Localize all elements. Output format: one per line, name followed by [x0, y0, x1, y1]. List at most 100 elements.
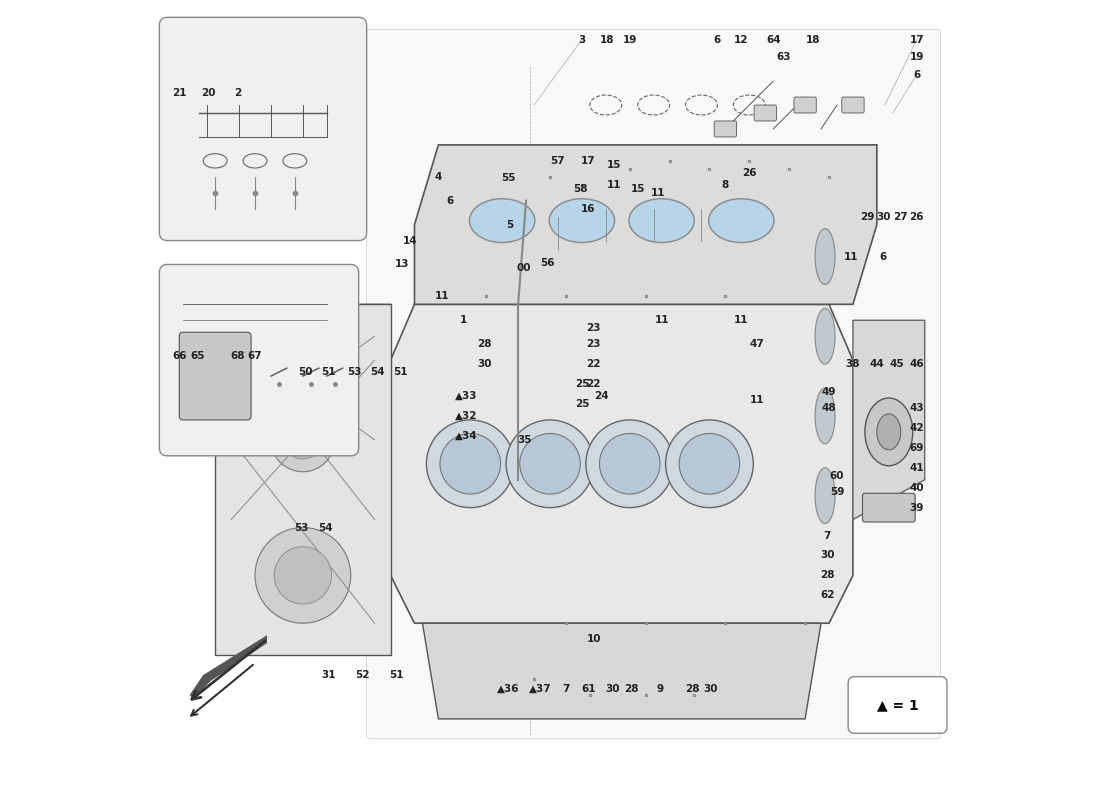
Text: 39: 39: [910, 502, 924, 513]
Text: 9: 9: [657, 683, 663, 694]
Text: 16: 16: [581, 204, 595, 214]
Text: 11: 11: [650, 188, 664, 198]
Polygon shape: [216, 304, 390, 655]
Polygon shape: [311, 304, 390, 655]
FancyBboxPatch shape: [842, 97, 865, 113]
Text: 28: 28: [477, 339, 492, 349]
Text: 28: 28: [821, 570, 835, 580]
FancyBboxPatch shape: [160, 18, 366, 241]
Text: 53: 53: [348, 367, 362, 377]
Text: 35: 35: [517, 435, 531, 445]
FancyBboxPatch shape: [714, 121, 737, 137]
Text: 30: 30: [605, 683, 619, 694]
Text: 51: 51: [389, 670, 404, 680]
FancyBboxPatch shape: [160, 265, 359, 456]
FancyBboxPatch shape: [366, 30, 940, 739]
Circle shape: [586, 420, 673, 508]
Text: 2: 2: [234, 88, 241, 98]
Text: ▲32: ▲32: [455, 411, 477, 421]
Text: 30: 30: [704, 683, 718, 694]
Text: 22: 22: [586, 359, 601, 369]
Text: 23: 23: [586, 339, 601, 349]
Text: 67: 67: [248, 351, 262, 361]
Ellipse shape: [815, 468, 835, 523]
Ellipse shape: [815, 229, 835, 285]
Text: 15: 15: [606, 160, 621, 170]
Circle shape: [679, 434, 739, 494]
Text: 24: 24: [594, 391, 609, 401]
Text: 63: 63: [777, 52, 791, 62]
Text: 8: 8: [722, 180, 729, 190]
Text: 00: 00: [516, 263, 531, 274]
Text: 29: 29: [860, 212, 875, 222]
Text: 68: 68: [230, 351, 244, 361]
Text: 5: 5: [506, 220, 514, 230]
Text: 10: 10: [586, 634, 601, 644]
Text: 22: 22: [586, 379, 601, 389]
Text: 57: 57: [551, 156, 565, 166]
Text: 47: 47: [750, 339, 764, 349]
Text: 30: 30: [876, 212, 891, 222]
Text: 49: 49: [822, 387, 836, 397]
Text: 53: 53: [294, 522, 308, 533]
Text: 30: 30: [821, 550, 835, 561]
Text: 11: 11: [734, 315, 749, 326]
Text: 1: 1: [460, 315, 467, 326]
Text: 54: 54: [370, 367, 384, 377]
Text: ▲ = 1: ▲ = 1: [877, 698, 918, 712]
Ellipse shape: [629, 198, 694, 242]
Text: 6: 6: [913, 70, 921, 80]
Text: 59: 59: [829, 486, 844, 497]
Text: 17: 17: [581, 156, 595, 166]
Text: 55: 55: [502, 174, 516, 183]
Circle shape: [271, 408, 334, 472]
Text: 27: 27: [893, 212, 909, 222]
Circle shape: [284, 421, 322, 459]
Ellipse shape: [815, 388, 835, 444]
Ellipse shape: [865, 398, 913, 466]
Text: 18: 18: [806, 34, 821, 45]
Text: 62: 62: [821, 590, 835, 600]
Text: 58: 58: [573, 184, 587, 194]
Text: 21: 21: [172, 88, 187, 98]
Text: 7: 7: [824, 530, 832, 541]
Polygon shape: [852, 320, 925, 519]
Text: 56: 56: [540, 258, 554, 268]
Text: a partsdiagram.com: a partsdiagram.com: [387, 378, 713, 550]
FancyBboxPatch shape: [862, 494, 915, 522]
Text: 23: 23: [586, 323, 601, 334]
Text: 25: 25: [574, 399, 590, 409]
Polygon shape: [189, 635, 267, 699]
Text: 6: 6: [714, 34, 720, 45]
Ellipse shape: [549, 198, 615, 242]
Text: 28: 28: [624, 683, 639, 694]
Text: ▲36: ▲36: [497, 683, 520, 694]
Polygon shape: [390, 304, 852, 623]
Text: 40: 40: [910, 482, 924, 493]
Text: 14: 14: [404, 235, 418, 246]
Text: 48: 48: [822, 403, 836, 413]
Text: 69: 69: [910, 443, 924, 453]
Circle shape: [666, 420, 754, 508]
Circle shape: [440, 434, 500, 494]
Text: 51: 51: [321, 367, 336, 377]
FancyBboxPatch shape: [755, 105, 777, 121]
Text: 54: 54: [318, 522, 332, 533]
Circle shape: [519, 434, 581, 494]
Text: 26: 26: [742, 168, 757, 178]
Text: 4: 4: [434, 172, 442, 182]
Text: 44: 44: [869, 359, 884, 369]
Ellipse shape: [470, 198, 535, 242]
Text: 19: 19: [910, 52, 924, 62]
Text: 11: 11: [750, 395, 764, 405]
Text: 11: 11: [436, 291, 450, 302]
Text: ▲33: ▲33: [455, 391, 477, 401]
Text: 13: 13: [395, 259, 410, 270]
Text: 18: 18: [601, 34, 615, 45]
Text: 65: 65: [190, 351, 205, 361]
Circle shape: [506, 420, 594, 508]
Text: 46: 46: [910, 359, 924, 369]
Ellipse shape: [877, 414, 901, 450]
Text: 19: 19: [623, 34, 637, 45]
Text: 52: 52: [355, 670, 370, 680]
